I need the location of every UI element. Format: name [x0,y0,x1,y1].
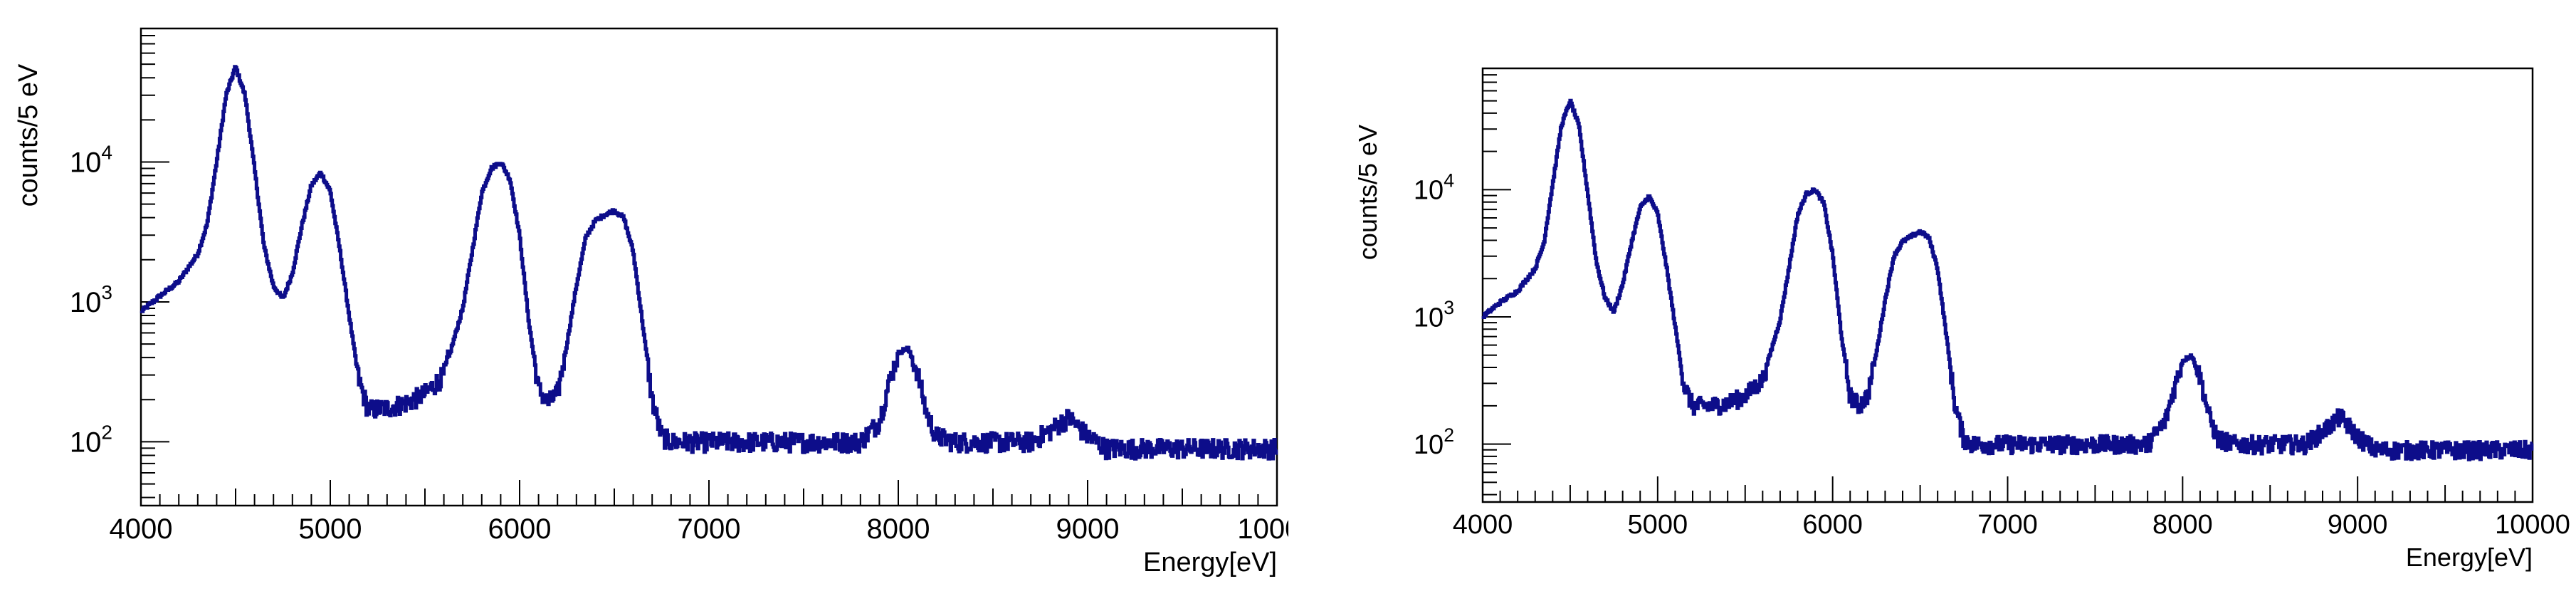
y-tick-label: 103 [70,281,112,318]
y-tick-label: 103 [1414,297,1454,333]
x-tick-label: 9000 [1056,513,1120,545]
spectrum-plot-right: 4000 5000 6000 7000 8000 9000 10000 102 103 104 En… [1353,67,2570,572]
x-tick-label: 8000 [867,513,930,545]
x-tick-label: 9000 [2328,510,2388,540]
y-axis-label: counts/5 eV [14,63,43,207]
x-tick-label: 7000 [1977,510,2038,540]
y-tick-label: 102 [70,421,112,458]
spectrum-line [140,65,1278,461]
x-tick-label: 6000 [488,513,552,545]
x-tick-label: 8000 [2152,510,2213,540]
x-axis-label: Energy[eV] [2406,543,2533,572]
x-tick-label: 7000 [678,513,741,545]
x-tick-label: 6000 [1802,510,1863,540]
spectrum-line [1481,98,2534,461]
x-axis-label: Energy[eV] [1143,548,1277,578]
x-tick-label: 5000 [299,513,362,545]
y-tick-label: 102 [1414,424,1454,460]
x-tick-label: 10000 [2495,510,2570,540]
spectrum-plot-left: 4000 5000 6000 7000 8000 9000 10000 102 103 104 En… [14,27,1288,578]
x-tick-label: 5000 [1628,510,1688,540]
y-tick-label: 104 [1414,170,1454,206]
y-axis-label: counts/5 eV [1353,125,1382,260]
x-tick-label: 4000 [1453,510,1513,540]
x-tick-label: 10000 [1237,513,1288,545]
y-tick-label: 104 [70,141,112,178]
x-tick-label: 4000 [110,513,173,545]
